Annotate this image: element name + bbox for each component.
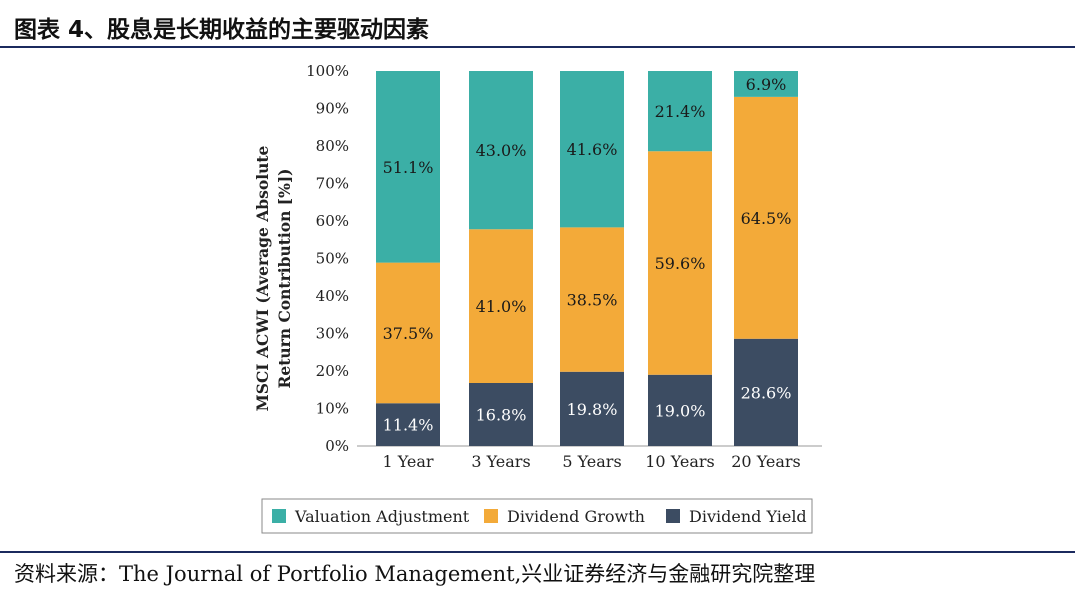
bar-segment-dividend-yield — [648, 374, 712, 446]
legend-label-valuation-adjustment: Valuation Adjustment — [294, 507, 470, 526]
y-tick-label: 10% — [316, 400, 349, 418]
x-axis-ticks: 1 Year 3 Years 5 Years 10 Years 20 Years — [382, 452, 800, 471]
legend-swatch-dividend-yield — [666, 509, 680, 523]
data-label-dividend-yield: 11.4% — [383, 416, 434, 435]
y-tick-label: 80% — [316, 137, 349, 155]
data-label-dividend-yield: 19.0% — [655, 401, 706, 420]
bar-segment-valuation-adjustment — [734, 71, 798, 97]
data-label-dividend-growth: 64.5% — [741, 209, 792, 228]
legend-box — [261, 498, 813, 534]
bar-segment-dividend-yield — [469, 383, 533, 446]
y-tick-label: 30% — [316, 325, 349, 343]
bottom-rule — [0, 551, 1075, 553]
bar-segment-dividend-growth — [648, 151, 712, 375]
y-tick-label: 20% — [316, 362, 349, 380]
y-tick-label: 90% — [316, 100, 349, 118]
x-tick-label: 20 Years — [731, 452, 800, 471]
y-axis-title-line: Return Contribution [%]) — [275, 168, 294, 388]
data-label-dividend-growth: 59.6% — [655, 254, 706, 273]
data-label-dividend-yield: 28.6% — [741, 383, 792, 402]
x-tick-label: 10 Years — [645, 452, 714, 471]
legend-swatch-dividend-growth — [484, 509, 498, 523]
bar-segment-valuation-adjustment — [648, 71, 712, 152]
bar-segment-valuation-adjustment — [469, 71, 533, 230]
bar-segment-valuation-adjustment — [560, 71, 624, 228]
bar-segment-dividend-yield — [376, 403, 440, 446]
bar-segment-dividend-growth — [469, 229, 533, 383]
data-label-valuation-adjustment: 21.4% — [655, 102, 706, 121]
y-tick-label: 100% — [306, 62, 349, 80]
bar-segment-dividend-growth — [734, 96, 798, 339]
bar-segment-dividend-growth — [376, 262, 440, 404]
data-label-dividend-yield: 19.8% — [567, 400, 618, 419]
x-tick-label: 5 Years — [562, 452, 621, 471]
y-tick-label: 50% — [316, 250, 349, 268]
legend-label-dividend-yield: Dividend Yield — [689, 507, 807, 526]
data-label-dividend-growth: 37.5% — [383, 324, 434, 343]
y-tick-label: 70% — [316, 175, 349, 193]
data-label-valuation-adjustment: 6.9% — [746, 75, 787, 94]
legend-swatch-valuation-adjustment — [272, 509, 286, 523]
x-tick-label: 3 Years — [471, 452, 530, 471]
source-note: 资料来源：The Journal of Portfolio Management… — [14, 562, 816, 586]
y-axis-label: MSCI ACWI (Average Absolute Return Contri… — [253, 145, 294, 411]
data-label-valuation-adjustment: 51.1% — [383, 158, 434, 177]
y-tick-label: 0% — [325, 437, 349, 455]
x-tick-label: 1 Year — [382, 452, 433, 471]
legend-label-dividend-growth: Dividend Growth — [507, 507, 645, 526]
top-rule — [0, 46, 1075, 48]
y-axis-title-line: MSCI ACWI (Average Absolute — [253, 145, 272, 411]
data-label-valuation-adjustment: 43.0% — [476, 141, 527, 160]
y-tick-label: 60% — [316, 212, 349, 230]
data-label-dividend-growth: 38.5% — [567, 291, 618, 310]
bars: 11.4% 37.5% 51.1% 16.8% 41.0% 43.0% 19.8% 38.5%… — [376, 71, 798, 446]
bar-segment-dividend-growth — [560, 227, 624, 372]
legend: Valuation Adjustment Dividend Growth Divid… — [261, 498, 813, 534]
figure-title: 图表 4、股息是长期收益的主要驱动因素 — [14, 17, 430, 43]
y-tick-label: 40% — [316, 287, 349, 305]
data-label-dividend-growth: 41.0% — [476, 297, 527, 316]
y-axis-ticks: 0% 10% 20% 30% 40% 50% 60% 70% 80% 90% 100% — [306, 62, 349, 455]
bar-segment-dividend-yield — [560, 371, 624, 446]
bar-segment-valuation-adjustment — [376, 71, 440, 263]
data-label-valuation-adjustment: 41.6% — [567, 140, 618, 159]
data-label-dividend-yield: 16.8% — [476, 406, 527, 425]
bar-segment-dividend-yield — [734, 338, 798, 446]
